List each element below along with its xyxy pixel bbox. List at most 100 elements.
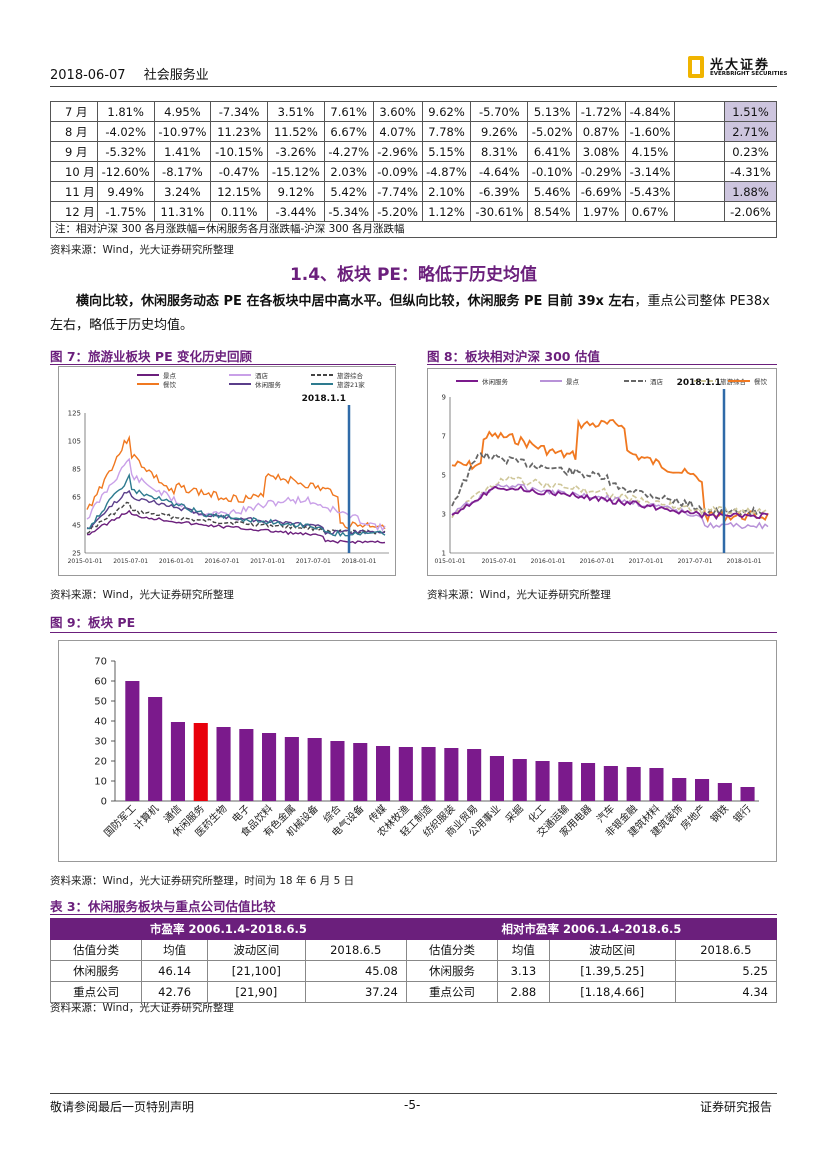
table-row: 10 月 -12.60% -8.17% -0.47% -15.12% 2.03% -0.09… [50, 161, 777, 182]
x-tick-label: 015-01-01 [434, 558, 465, 565]
header-divider [50, 86, 777, 87]
value-cell: -1.72% [576, 101, 626, 122]
legend-label: 酒店 [650, 377, 664, 386]
legend-label: 酒店 [255, 371, 269, 380]
x-tick-label: 钢铁 [708, 802, 731, 825]
x-tick-label: 2018-01-01 [727, 558, 762, 565]
footer-disclaimer: 敬请参阅最后一页特别声明 [50, 1100, 195, 1114]
value-cell: -0.47% [210, 161, 268, 182]
bar [307, 738, 322, 801]
value-cell: 5.15% [421, 141, 472, 162]
y-tick-label: 9 [442, 394, 446, 402]
value-cell: 9.12% [267, 181, 325, 202]
bar [740, 787, 755, 801]
bar [649, 768, 664, 801]
page-number: -5- [404, 1098, 421, 1112]
y-tick-label: 40 [94, 717, 107, 728]
bar [148, 697, 163, 801]
bar [535, 761, 550, 801]
table-row: 12 月 -1.75% 11.31% 0.11% -3.44% -5.34% -5.20% 1… [50, 201, 777, 222]
month-cell: 9 月 [50, 141, 98, 162]
blank-cell [674, 181, 725, 202]
table3-rule [50, 914, 777, 915]
column-header: 估值分类 [49, 939, 143, 961]
x-tick-label: 2016-01-01 [531, 558, 566, 565]
bar [376, 746, 391, 801]
value-cell: 5.46% [527, 181, 578, 202]
x-tick-label: 2016-07-01 [580, 558, 615, 565]
blank-cell [674, 141, 725, 162]
relative-cell: -2.06% [724, 201, 777, 222]
value-cell: -12.60% [96, 161, 155, 182]
report-date: 2018-06-07 [50, 68, 126, 83]
value-cell: 3.24% [153, 181, 212, 202]
value-cell: 1.97% [576, 201, 626, 222]
series-line [451, 475, 769, 519]
legend-label: 景点 [566, 378, 580, 386]
value-cell: -5.70% [470, 101, 529, 122]
y-tick-label: 20 [94, 757, 107, 768]
fig8-chart-box: 休闲服务景点酒店旅游综合餐饮97531015-01-012015-07-0120… [427, 368, 777, 576]
value-cell: -15.12% [267, 161, 325, 182]
value-cell: -4.27% [323, 141, 374, 162]
table-row: 重点公司 42.76 [21,90] 37.24 重点公司 2.88 [1.18,4.66]… [49, 981, 778, 1003]
bar [558, 762, 573, 801]
table-row: 7 月 1.81% 4.95% -7.34% 3.51% 7.61% 3.60% 9.62% -… [50, 101, 777, 122]
table-row: 休闲服务 46.14 [21,100] 45.08 休闲服务 3.13 [1.39,5.25… [49, 960, 778, 982]
value-cell: -10.15% [210, 141, 268, 162]
value-cell: -0.09% [372, 161, 423, 182]
fig8-source: 资料来源：Wind，光大证券研究所整理 [427, 589, 611, 601]
value-cell: 6.41% [527, 141, 578, 162]
value-cell: 0.67% [625, 201, 675, 222]
value-cell: [1.39,5.25] [548, 960, 676, 982]
x-tick-label: 2017-01-01 [250, 558, 285, 565]
value-cell: -3.26% [267, 141, 325, 162]
group1-header: 市盈率 2006.1.4-2018.6.5 [50, 918, 407, 940]
value-cell: 5.42% [323, 181, 374, 202]
valuation-table: 市盈率 2006.1.4-2018.6.5 相对市盈率 2006.1.4-201… [49, 918, 778, 1003]
bar [262, 733, 277, 801]
value-cell: -0.10% [527, 161, 578, 182]
value-cell: -6.39% [470, 181, 529, 202]
legend-label: 餐饮 [754, 377, 768, 386]
value-cell: 1.12% [421, 201, 472, 222]
y-tick-label: 7 [442, 433, 446, 441]
blank-cell [674, 101, 725, 122]
footer-divider [50, 1093, 777, 1094]
value-cell: -4.87% [421, 161, 472, 182]
value-cell: 8.54% [527, 201, 578, 222]
legend-label: 旅游综合 [337, 371, 364, 380]
bar [717, 783, 732, 801]
legend-label: 休闲服务 [482, 377, 509, 386]
value-cell: 9.62% [421, 101, 472, 122]
y-tick-label: 30 [94, 737, 107, 748]
value-cell: 11.23% [210, 121, 268, 142]
value-cell: 45.08 [304, 960, 407, 982]
bar [398, 747, 413, 801]
marker-annotation: 2018.1.1 [677, 378, 721, 388]
x-tick-label: 2018-01-01 [342, 558, 377, 565]
bar [467, 749, 482, 801]
x-tick-label: 2016-07-01 [205, 558, 240, 565]
value-cell: -1.75% [96, 201, 155, 222]
column-header: 均值 [141, 939, 209, 961]
bar [239, 729, 254, 801]
value-cell: 4.95% [153, 101, 212, 122]
bar [444, 748, 459, 801]
value-cell: -2.96% [372, 141, 423, 162]
bar [672, 778, 687, 801]
value-cell: 3.60% [372, 101, 423, 122]
table-row: 8 月 -4.02% -10.97% 11.23% 11.52% 6.67% 4.07% 7.… [50, 121, 777, 142]
value-cell: 2.10% [421, 181, 472, 202]
value-cell: -5.34% [323, 201, 374, 222]
value-cell: -5.20% [372, 201, 423, 222]
value-cell: [21,100] [207, 960, 306, 982]
table-row: 9 月 -5.32% 1.41% -10.15% -3.26% -4.27% -2.96% 5… [50, 141, 777, 162]
value-cell: 重点公司 [405, 981, 499, 1003]
value-cell: 6.67% [323, 121, 374, 142]
value-cell: -0.29% [576, 161, 626, 182]
y-tick-label: 3 [442, 511, 446, 519]
x-tick-label: 2015-07-01 [482, 558, 517, 565]
bar [512, 759, 527, 801]
value-cell: -7.74% [372, 181, 423, 202]
